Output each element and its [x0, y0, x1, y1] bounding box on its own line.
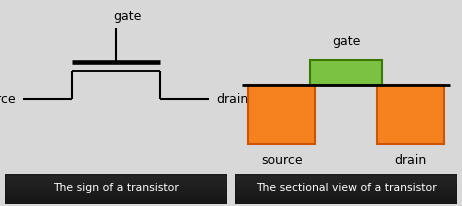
Text: drain: drain: [394, 154, 426, 167]
FancyBboxPatch shape: [377, 85, 444, 144]
Text: source: source: [0, 93, 16, 106]
Text: drain: drain: [216, 93, 248, 106]
FancyBboxPatch shape: [310, 60, 382, 85]
FancyBboxPatch shape: [248, 85, 315, 144]
Text: gate: gate: [332, 35, 360, 48]
Text: gate: gate: [113, 10, 141, 23]
Text: source: source: [261, 154, 303, 167]
Text: The sectional view of a transistor: The sectional view of a transistor: [255, 183, 437, 193]
Text: The sign of a transistor: The sign of a transistor: [53, 183, 179, 193]
